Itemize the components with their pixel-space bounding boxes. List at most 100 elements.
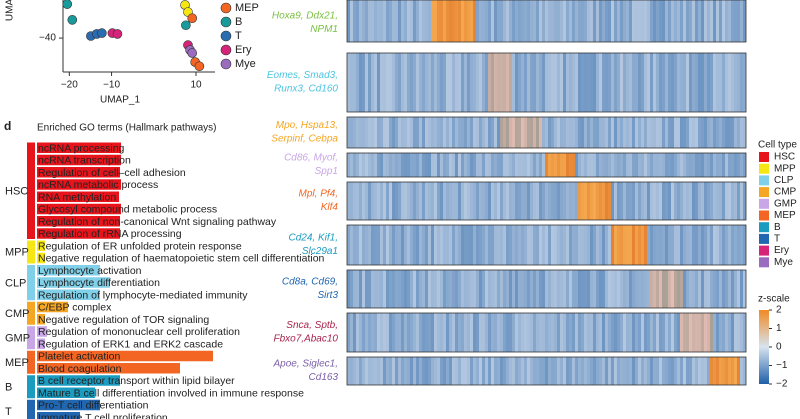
bar xyxy=(37,191,119,202)
heatmap-column xyxy=(500,357,503,385)
heatmap-column xyxy=(560,357,563,385)
heatmap-column xyxy=(650,0,653,42)
heatmap-column xyxy=(692,313,695,352)
heatmap-column xyxy=(614,313,617,352)
heatmap-column xyxy=(701,313,704,352)
heatmap-column xyxy=(515,117,518,148)
heatmap-column xyxy=(503,153,506,177)
heatmap-column xyxy=(548,313,551,352)
heatmap-column xyxy=(395,225,398,265)
heatmap-column xyxy=(596,53,599,112)
gene-label: Spp1 xyxy=(315,166,338,177)
heatmap-column xyxy=(644,313,647,352)
heatmap-column xyxy=(398,270,401,308)
heatmap-column xyxy=(410,313,413,352)
heatmap-column xyxy=(350,153,353,177)
heatmap-column xyxy=(545,313,548,352)
heatmap-column xyxy=(359,53,362,112)
group-label: GMP xyxy=(5,332,30,344)
heatmap-column xyxy=(374,53,377,112)
heatmap-column xyxy=(740,313,743,352)
heatmap-column xyxy=(659,357,662,385)
heatmap-column xyxy=(719,0,722,42)
heatmap-column xyxy=(593,153,596,177)
heatmap-column xyxy=(560,270,563,308)
heatmap-column xyxy=(743,313,746,352)
heatmap-column xyxy=(437,0,440,42)
heatmap-column xyxy=(731,357,734,385)
heatmap-column xyxy=(662,182,665,220)
term-label: Regulation of ERK1 and ERK2 cascade xyxy=(38,338,223,350)
heatmap-column xyxy=(539,117,542,148)
heatmap-column xyxy=(548,182,551,220)
heatmap-column xyxy=(683,357,686,385)
heatmap-column xyxy=(581,53,584,112)
heatmap-column xyxy=(440,270,443,308)
heatmap-column xyxy=(551,53,554,112)
heatmap-column xyxy=(392,225,395,265)
heatmap-column xyxy=(368,313,371,352)
heatmap-column xyxy=(638,225,641,265)
heatmap-column xyxy=(410,53,413,112)
heatmap-column xyxy=(605,117,608,148)
heatmap-column xyxy=(704,182,707,220)
heatmap-column xyxy=(740,182,743,220)
heatmap-column xyxy=(413,0,416,42)
heatmap-column xyxy=(671,270,674,308)
heatmap-column xyxy=(674,182,677,220)
heatmap-column xyxy=(611,117,614,148)
heatmap-column xyxy=(644,117,647,148)
heatmap-column xyxy=(722,270,725,308)
heatmap-column xyxy=(626,153,629,177)
heatmap-column xyxy=(437,357,440,385)
heatmap-column xyxy=(533,270,536,308)
heatmap-column xyxy=(380,313,383,352)
heatmap-column xyxy=(689,153,692,177)
heatmap-column xyxy=(536,153,539,177)
heatmap-column xyxy=(350,53,353,112)
heatmap-column xyxy=(539,313,542,352)
heatmap-column xyxy=(674,117,677,148)
heatmap-column xyxy=(551,182,554,220)
heatmap-column xyxy=(635,182,638,220)
heatmap-column xyxy=(530,53,533,112)
heatmap-column xyxy=(659,182,662,220)
heatmap-column xyxy=(362,357,365,385)
bar xyxy=(37,154,121,166)
heatmap-column xyxy=(575,225,578,265)
heatmap-column xyxy=(545,225,548,265)
heatmap-column xyxy=(716,117,719,148)
heatmap-column xyxy=(536,225,539,265)
heatmap-column xyxy=(656,153,659,177)
heatmap-column xyxy=(674,153,677,177)
heatmap-column xyxy=(446,53,449,112)
group-bracket xyxy=(27,142,35,239)
heatmap-column xyxy=(737,225,740,265)
heatmap-column xyxy=(662,225,665,265)
heatmap-column xyxy=(629,153,632,177)
heatmap-column xyxy=(599,313,602,352)
heatmap-column xyxy=(707,153,710,177)
heatmap-column xyxy=(563,153,566,177)
heatmap-column xyxy=(569,225,572,265)
heatmap-column xyxy=(572,153,575,177)
heatmap-column xyxy=(674,0,677,42)
legend-label: CMP xyxy=(774,187,797,198)
heatmap-column xyxy=(719,313,722,352)
heatmap-column xyxy=(506,153,509,177)
heatmap-column xyxy=(374,117,377,148)
term-label: Immature T cell proliferation xyxy=(38,412,168,419)
heatmap-column xyxy=(452,313,455,352)
heatmap-column xyxy=(512,53,515,112)
heatmap-frame xyxy=(346,152,747,178)
heatmap-column xyxy=(410,0,413,42)
heatmap-column xyxy=(638,53,641,112)
heatmap-column xyxy=(401,0,404,42)
heatmap-column xyxy=(590,53,593,112)
bar xyxy=(37,301,68,313)
heatmap-column xyxy=(569,153,572,177)
heatmap-column xyxy=(602,153,605,177)
heatmap-column xyxy=(698,153,701,177)
heatmap-column xyxy=(404,53,407,112)
heatmap-column xyxy=(698,53,701,112)
